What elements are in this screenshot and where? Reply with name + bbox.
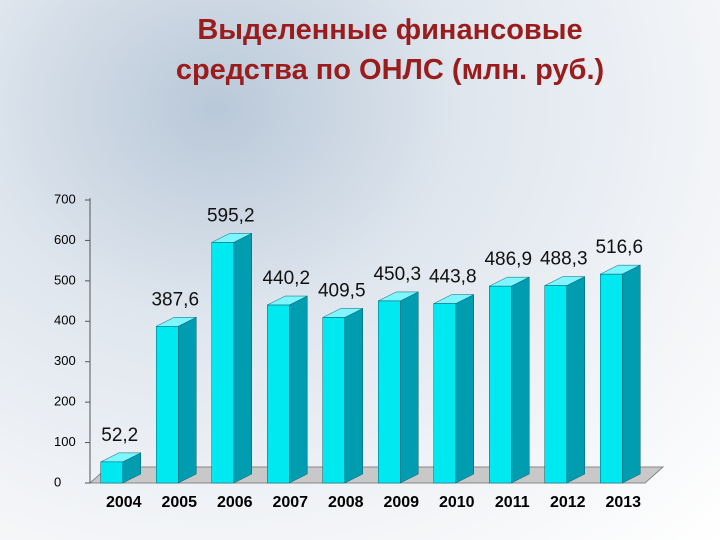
x-tick-label: 2005 (161, 494, 197, 511)
bar (267, 304, 290, 484)
y-tick-label: 700 (54, 191, 76, 206)
x-tick-label: 2013 (605, 494, 641, 511)
bar (378, 300, 401, 484)
x-tick-label: 2004 (106, 494, 142, 511)
chart-title: Выделенные финансовые средства по ОНЛС (… (175, 14, 605, 86)
value-label: 486,9 (484, 249, 532, 270)
bar (211, 242, 234, 484)
value-label: 450,3 (373, 264, 421, 285)
x-tick-label: 2012 (550, 494, 586, 511)
x-tick-label: 2010 (439, 494, 475, 511)
value-label: 52,2 (101, 425, 138, 446)
y-tick-label: 100 (54, 434, 76, 449)
y-tick-label: 200 (54, 394, 76, 409)
bar-side (344, 308, 363, 484)
bar (544, 285, 567, 484)
bar-side (289, 295, 308, 484)
bar (600, 273, 623, 484)
bar-side (622, 264, 641, 484)
x-tick-label: 2007 (272, 494, 308, 511)
x-tick-label: 2009 (383, 494, 419, 511)
value-label: 409,5 (318, 280, 366, 301)
y-tick-label: 400 (54, 313, 76, 328)
value-label: 595,2 (207, 205, 255, 226)
y-tick-label: 500 (54, 272, 76, 287)
bar-side (566, 276, 585, 484)
bar (100, 461, 123, 484)
bar-side (400, 291, 419, 484)
bar-side (233, 232, 252, 484)
value-label: 440,2 (262, 268, 310, 289)
bar-side (178, 316, 197, 484)
y-tick-label: 300 (54, 353, 76, 368)
x-tick-label: 2006 (217, 494, 253, 511)
value-label: 488,3 (540, 249, 588, 270)
value-label: 443,8 (429, 267, 477, 288)
bar (489, 285, 512, 484)
bar-side (511, 276, 530, 484)
value-label: 516,6 (595, 237, 643, 258)
x-tick-label: 2011 (495, 494, 530, 511)
bar-side (455, 294, 474, 484)
bar (433, 303, 456, 484)
value-label: 387,6 (151, 289, 199, 310)
bar (322, 317, 345, 484)
y-tick-label: 600 (54, 232, 76, 247)
bar (156, 326, 179, 484)
y-tick-label: 0 (54, 474, 61, 489)
x-tick-label: 2008 (328, 494, 364, 511)
